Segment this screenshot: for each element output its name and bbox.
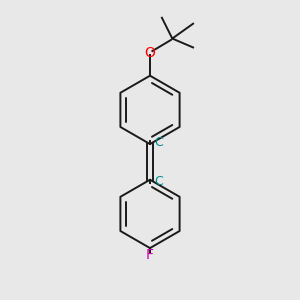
Text: C: C <box>154 175 163 188</box>
Text: C: C <box>154 136 163 149</box>
Text: O: O <box>145 46 155 60</box>
Text: F: F <box>146 248 154 262</box>
